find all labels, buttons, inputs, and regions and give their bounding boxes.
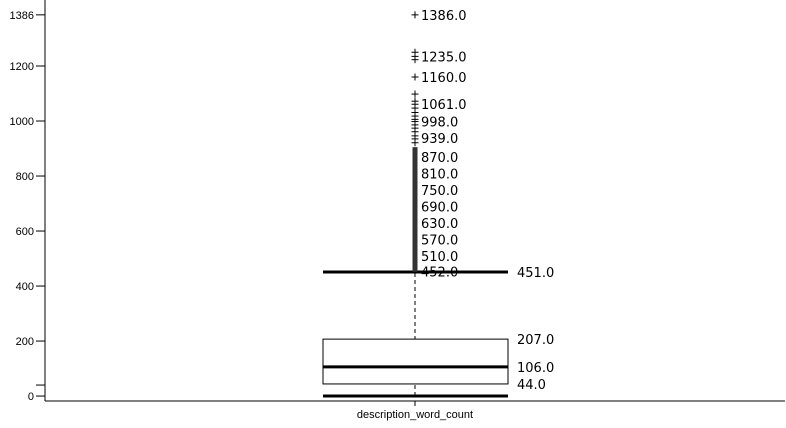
outlier-value-label: 452.0 (421, 266, 458, 281)
outlier-value-label: 510.0 (421, 250, 458, 265)
outlier-value-label: 810.0 (421, 167, 458, 182)
axes: description_word_count (44, 0, 785, 421)
box-value-label: 44.0 (517, 378, 546, 393)
y-tick-label: 0 (28, 391, 34, 403)
y-axis-ticks: 0 200 400 600 800 1000 1200 1386 (10, 10, 45, 403)
y-tick-label: 600 (16, 226, 34, 238)
outlier-value-label: 630.0 (421, 217, 458, 232)
y-tick-label: 1200 (10, 61, 34, 73)
outlier-value-label: 1235.0 (421, 50, 467, 65)
outlier-band (412, 147, 418, 272)
y-tick-label: 400 (16, 281, 34, 293)
box-plot-marks (322, 11, 509, 398)
box-value-label: 451.0 (517, 266, 554, 281)
x-category-label: description_word_count (357, 409, 473, 421)
outlier-value-label: 1386.0 (421, 9, 467, 24)
outlier-value-label: 939.0 (421, 132, 458, 147)
outlier-value-label: 1160.0 (421, 71, 467, 86)
box-value-label: 106.0 (517, 361, 554, 376)
y-tick-label: 1000 (10, 116, 34, 128)
iqr-box (322, 338, 509, 385)
outlier-value-label: 998.0 (421, 116, 458, 131)
outlier-value-label: 750.0 (421, 184, 458, 199)
outlier-value-label: 570.0 (421, 233, 458, 248)
y-tick-label: 200 (16, 336, 34, 348)
y-tick-label: 1386 (10, 10, 34, 22)
outlier-value-label: 690.0 (421, 200, 458, 215)
outlier-value-label: 870.0 (421, 151, 458, 166)
box-value-label: 207.0 (517, 333, 554, 348)
outlier-value-label: 1061.0 (421, 98, 467, 113)
y-tick-label: 800 (16, 171, 34, 183)
